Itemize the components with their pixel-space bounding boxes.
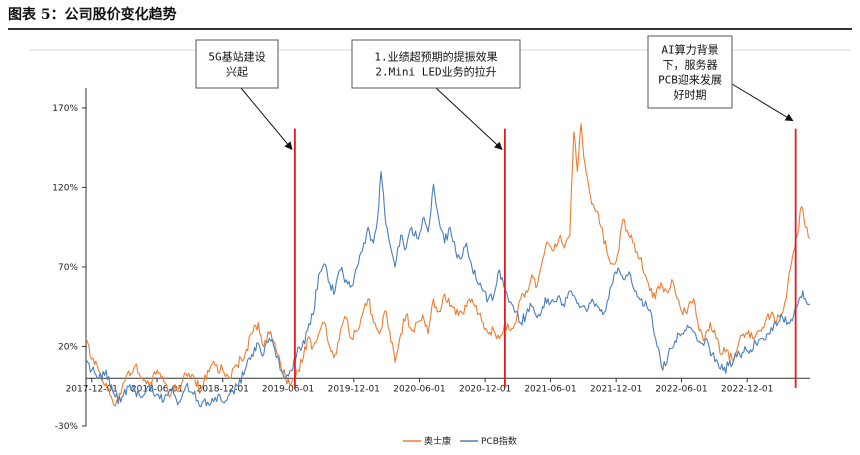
y-tick-label: 170% <box>52 104 78 114</box>
annotation-text: AI算力背景 <box>661 43 718 57</box>
y-tick-label: -30% <box>55 422 79 432</box>
annotation-arrow-2 <box>435 87 503 150</box>
x-tick-label: 2020-12-01 <box>459 384 511 394</box>
x-tick-label: 2021-12-01 <box>590 384 642 394</box>
annotation-text: PCB迎来发展 <box>658 73 722 87</box>
x-tick-label: 2018-12-01 <box>197 384 249 394</box>
annotation-text: 2.Mini LED业务的拉升 <box>375 65 496 79</box>
annotation-box-3 <box>647 35 733 109</box>
y-tick-label: 120% <box>52 183 78 193</box>
x-tick-label: 2019-12-01 <box>328 384 380 394</box>
y-tick-label: 70% <box>58 263 78 273</box>
series-line-2 <box>85 170 811 408</box>
annotation-box-2 <box>351 39 521 89</box>
annotation-box-1 <box>195 39 279 89</box>
annotation-arrow-1 <box>240 87 293 151</box>
x-tick-label: 2017-12-01 <box>66 384 118 394</box>
legend-label-2: PCB指数 <box>481 435 517 447</box>
legend-label-1: 奥士康 <box>424 435 451 447</box>
annotation-text: 兴起 <box>226 66 248 79</box>
y-tick-label: 20% <box>58 342 78 352</box>
annotation-arrow-3 <box>731 83 794 122</box>
x-tick-label: 2022-12-01 <box>721 384 773 394</box>
title-rule <box>8 28 852 30</box>
x-tick-label: 2022-06-01 <box>655 384 707 394</box>
series-line-1 <box>85 123 811 407</box>
annotation-text: 1.业绩超预期的提振效果 <box>374 50 497 64</box>
x-tick-label: 2021-06-01 <box>524 384 576 394</box>
x-tick-label: 2018-06-01 <box>131 384 183 394</box>
figure-title: 图表 5：公司股价变化趋势 <box>8 7 177 23</box>
x-tick-label: 2020-06-01 <box>393 384 445 394</box>
x-tick-label: 2019-06-01 <box>262 384 314 394</box>
annotation-text: 5G基站建设 <box>208 50 265 64</box>
annotation-text: 下，服务器 <box>663 59 718 72</box>
annotation-text: 好时期 <box>674 88 707 102</box>
